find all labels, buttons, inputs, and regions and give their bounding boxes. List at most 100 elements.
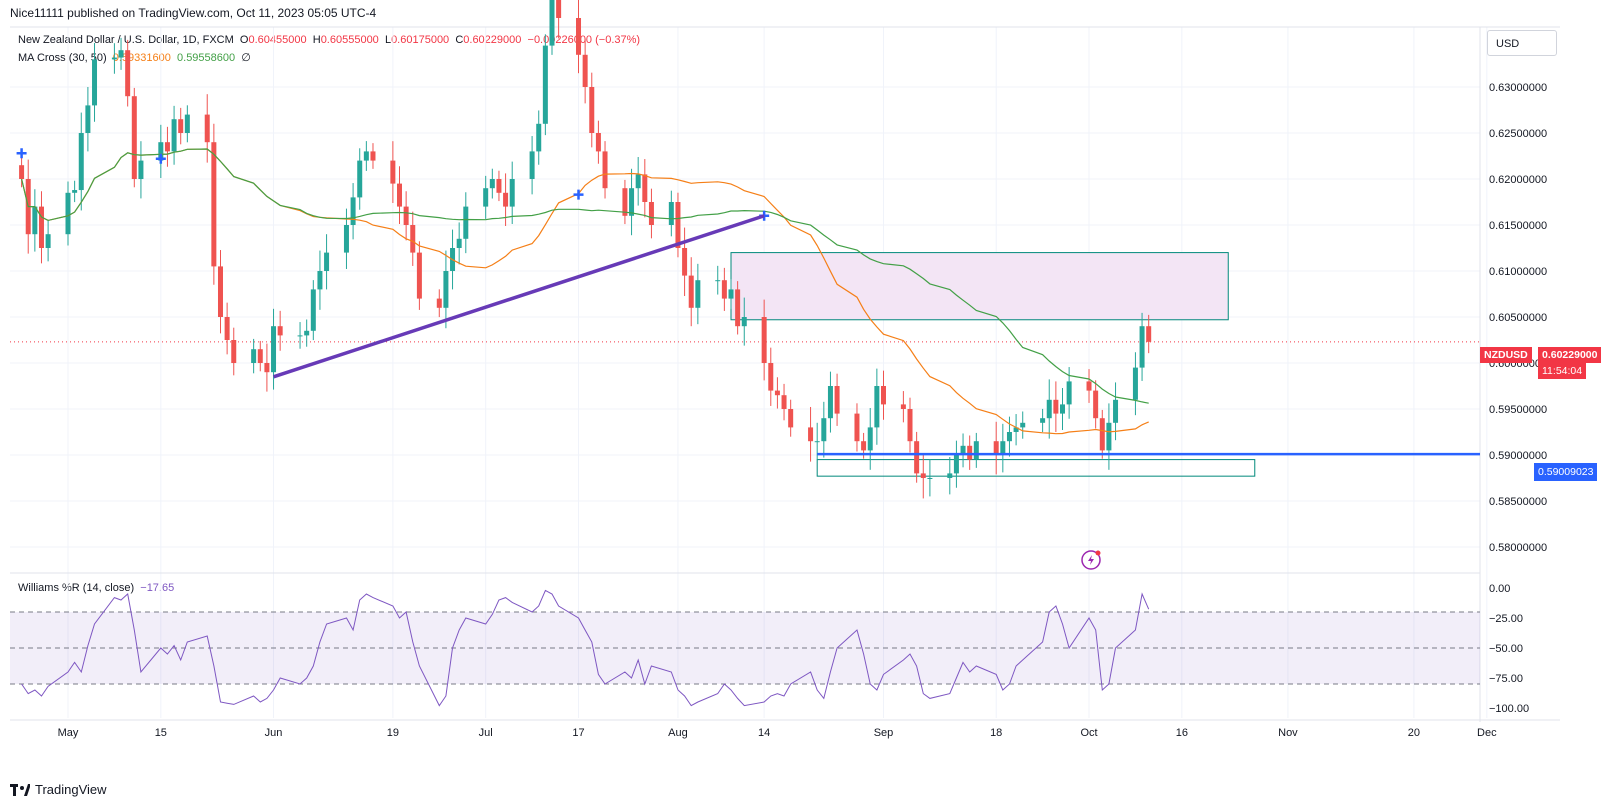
candle-body bbox=[357, 160, 363, 198]
price-tick-label: 0.60500000 bbox=[1489, 312, 1547, 324]
wr-tick-label: −75.00 bbox=[1489, 673, 1523, 685]
candle-body bbox=[390, 160, 396, 184]
candle-body bbox=[363, 151, 369, 161]
candle-body bbox=[1006, 432, 1012, 442]
candle-body bbox=[111, 57, 117, 60]
candle-body bbox=[721, 280, 727, 299]
candle-body bbox=[821, 418, 827, 442]
ma-title: MA Cross (30, 50) bbox=[18, 52, 107, 64]
candle-body bbox=[867, 427, 873, 451]
candle-body bbox=[728, 289, 734, 299]
candle-body bbox=[38, 206, 44, 248]
candle-body bbox=[920, 473, 926, 478]
symbol-legend: New Zealand Dollar / U.S. Dollar, 1D, FX… bbox=[18, 34, 640, 46]
candle-body bbox=[595, 133, 601, 152]
candle-body bbox=[443, 271, 449, 308]
candle-body bbox=[874, 386, 880, 428]
candle-body bbox=[416, 252, 422, 299]
candle-body bbox=[622, 188, 628, 216]
candle-body bbox=[32, 206, 38, 235]
ma-legend: MA Cross (30, 50) 0.59331600 0.59558600 … bbox=[18, 51, 251, 64]
wr-legend: Williams %R (14, close) −17.65 bbox=[18, 582, 174, 594]
candle-body bbox=[735, 289, 741, 327]
candle-body bbox=[1139, 326, 1145, 368]
candle-body bbox=[171, 119, 177, 152]
candle-body bbox=[973, 441, 979, 460]
candle-body bbox=[489, 179, 495, 189]
candle-body bbox=[184, 114, 190, 133]
chart-area[interactable]: 0.63000000 0.62500000 0.62000000 0.61500000… bbox=[0, 0, 1622, 780]
candle-body bbox=[397, 183, 402, 207]
candle-body bbox=[1066, 381, 1072, 405]
candle-body bbox=[715, 280, 721, 282]
tradingview-logo-icon bbox=[10, 783, 30, 796]
ma-slow-line bbox=[21, 148, 1149, 404]
candle-body bbox=[138, 160, 144, 179]
wr-tick-label: −25.00 bbox=[1489, 613, 1523, 625]
candle-body bbox=[370, 151, 376, 161]
demand-zone bbox=[816, 459, 1256, 477]
candle-body bbox=[410, 225, 416, 253]
candle-body bbox=[1093, 390, 1099, 419]
last-price-tag: 0.60229000 bbox=[1538, 347, 1602, 363]
trendline bbox=[272, 214, 765, 379]
time-tick-label: 18 bbox=[990, 727, 1002, 739]
candle-body bbox=[629, 188, 635, 216]
candle-body bbox=[549, 0, 555, 46]
candle-body bbox=[317, 271, 323, 290]
candle-body bbox=[1060, 404, 1065, 414]
candle-body bbox=[576, 18, 582, 55]
time-tick-label: 16 bbox=[1176, 727, 1188, 739]
currency-button[interactable]: USD bbox=[1487, 30, 1557, 56]
candle-body bbox=[648, 202, 654, 225]
candle-body bbox=[695, 280, 701, 308]
notification-dot bbox=[1095, 550, 1101, 556]
price-tick-label: 0.61500000 bbox=[1489, 220, 1547, 232]
candle-body bbox=[582, 54, 588, 87]
change-value: −0.00226000 (−0.37%) bbox=[527, 34, 641, 46]
wr-value: −17.65 bbox=[140, 582, 175, 594]
candle-body bbox=[967, 445, 973, 460]
time-tick-label: Oct bbox=[1080, 727, 1097, 739]
time-tick-label: Dec bbox=[1477, 727, 1497, 739]
candle-body bbox=[814, 441, 820, 443]
candle-body bbox=[642, 174, 648, 202]
time-tick-label: Nov bbox=[1278, 727, 1298, 739]
candle-body bbox=[556, 0, 562, 18]
candle-body bbox=[403, 206, 409, 225]
low-value: 0.60175000 bbox=[391, 34, 450, 46]
symbol-tag: NZDUSD bbox=[1480, 347, 1532, 363]
time-tick-label: Jun bbox=[265, 727, 283, 739]
ma-cross-marker bbox=[16, 148, 27, 159]
candle-body bbox=[927, 478, 933, 479]
candle-body bbox=[224, 317, 230, 340]
price-tick-label: 0.58000000 bbox=[1489, 542, 1547, 554]
candle-body bbox=[1020, 422, 1026, 428]
candle-body bbox=[211, 142, 217, 267]
wr-title: Williams %R (14, close) bbox=[18, 582, 135, 594]
candle-body bbox=[158, 142, 164, 161]
candle-body bbox=[45, 234, 51, 248]
candle-body bbox=[231, 340, 237, 363]
time-tick-label: 19 bbox=[387, 727, 399, 739]
candle-body bbox=[217, 266, 223, 317]
ma-cross-marker bbox=[573, 189, 584, 200]
candle-body bbox=[788, 409, 794, 428]
candle-body bbox=[178, 119, 184, 133]
close-value: 0.60229000 bbox=[463, 34, 522, 46]
candle-body bbox=[118, 50, 124, 58]
footer-brand-text: TradingView bbox=[35, 782, 107, 797]
candle-body bbox=[1000, 441, 1006, 455]
candle-body bbox=[1040, 418, 1046, 423]
time-tick-label: Aug bbox=[668, 727, 688, 739]
top-bar: Nice11111 published on TradingView.com, … bbox=[0, 0, 1622, 26]
candle-body bbox=[861, 441, 867, 451]
candle-body bbox=[675, 202, 681, 248]
price-tick-label: 0.63000000 bbox=[1489, 82, 1547, 94]
candle-body bbox=[509, 179, 515, 207]
candle-body bbox=[204, 114, 210, 143]
footer-brand[interactable]: TradingView bbox=[10, 782, 107, 797]
candle-body bbox=[257, 349, 263, 363]
published-text: Nice11111 published on TradingView.com, … bbox=[10, 6, 377, 20]
wr-tick-label: −50.00 bbox=[1489, 643, 1523, 655]
